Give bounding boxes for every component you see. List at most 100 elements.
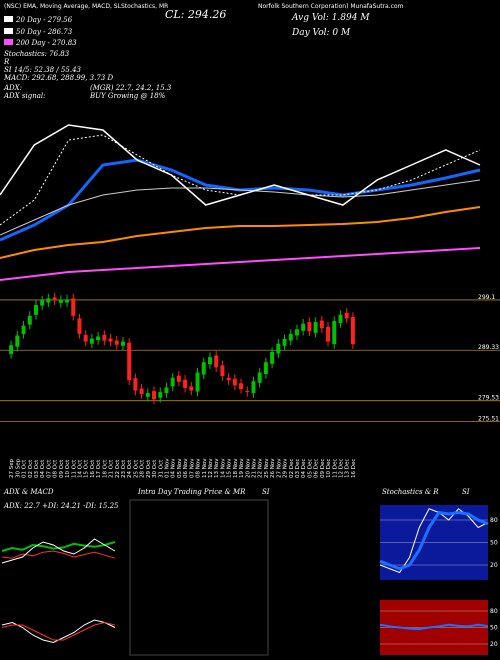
x-tick-label: 04 Dec bbox=[301, 459, 307, 478]
candle-body bbox=[195, 372, 200, 392]
candle-body bbox=[176, 375, 181, 382]
x-tick-label: 25 Nov bbox=[264, 458, 270, 478]
candle-body bbox=[319, 320, 324, 329]
series-line bbox=[379, 508, 489, 574]
legend-entry: 20 Day - 279.56 bbox=[15, 16, 73, 24]
y-tick-label: 80 bbox=[490, 608, 498, 615]
candle-body bbox=[145, 393, 150, 397]
y-tick-label: 80 bbox=[490, 517, 498, 524]
x-tick-label: 05 Dec bbox=[307, 459, 313, 478]
adx-values: (MGR) 22.7, 24.2, 15.3 bbox=[90, 84, 172, 92]
x-tick-label: 01 Nov bbox=[164, 458, 170, 478]
x-tick-label: 28 Oct bbox=[140, 459, 146, 478]
candle-body bbox=[201, 362, 206, 375]
candle-body bbox=[139, 388, 144, 395]
candle-body bbox=[332, 321, 337, 345]
x-tick-label: 10 Dec bbox=[326, 459, 332, 478]
candle-body bbox=[294, 329, 299, 336]
candle-body bbox=[52, 297, 57, 301]
x-tick-label: 03 Oct bbox=[34, 459, 40, 478]
x-tick-label: 09 Oct bbox=[59, 459, 65, 478]
legend-swatch bbox=[4, 16, 13, 22]
candle-body bbox=[102, 334, 107, 341]
x-tick-label: 29 Nov bbox=[283, 458, 289, 478]
x-tick-label: 19 Nov bbox=[239, 458, 245, 478]
x-tick-label: 27 Nov bbox=[276, 458, 282, 478]
series-line bbox=[0, 206, 481, 259]
x-tick-label: 23 Oct bbox=[121, 459, 127, 478]
x-tick-label: 29 Oct bbox=[146, 459, 152, 478]
y-tick-label: 289.33 bbox=[478, 344, 499, 351]
x-tick-label: 05 Nov bbox=[177, 458, 183, 478]
candle-body bbox=[344, 312, 349, 319]
x-tick-label: 20 Nov bbox=[245, 458, 251, 478]
candle-body bbox=[65, 299, 70, 303]
panel-title: ADX & MACD bbox=[3, 488, 54, 496]
panel-subtitle: ADX: 22.7 +DI: 24.21 -DI: 15.25 bbox=[3, 502, 119, 510]
y-tick-label: 20 bbox=[490, 641, 498, 648]
candle-body bbox=[127, 342, 132, 381]
x-tick-label: 09 Dec bbox=[320, 459, 326, 478]
legend-swatch bbox=[4, 39, 13, 45]
x-tick-label: 26 Nov bbox=[270, 458, 276, 478]
adx-signal: ADX signal: bbox=[3, 92, 45, 100]
candle-body bbox=[152, 391, 157, 400]
x-tick-label: 18 Oct bbox=[102, 459, 108, 478]
series-line bbox=[1, 538, 116, 564]
candle-body bbox=[158, 392, 163, 398]
intraday-title: Intra Day Trading Price & MR bbox=[137, 488, 246, 496]
day-vol: Day Vol: 0 M bbox=[291, 28, 351, 38]
series-line bbox=[1, 550, 116, 559]
x-tick-label: 03 Dec bbox=[295, 459, 301, 478]
candle-body bbox=[214, 355, 219, 368]
candle-body bbox=[288, 333, 293, 341]
y-tick-label: 20 bbox=[490, 562, 498, 569]
candle-body bbox=[183, 379, 188, 388]
x-tick-label: 27 Sep bbox=[9, 458, 15, 478]
stochastics: Stochastics: 76.83 bbox=[4, 50, 70, 58]
series-line bbox=[1, 621, 116, 641]
candle-body bbox=[282, 339, 287, 346]
x-tick-label: 11 Dec bbox=[332, 459, 338, 478]
y-tick-label: 279.53 bbox=[478, 395, 499, 402]
x-tick-label: 14 Oct bbox=[77, 459, 83, 478]
candle-body bbox=[27, 315, 32, 325]
y-tick-label: 50 bbox=[490, 540, 498, 547]
x-tick-label: 10 Oct bbox=[65, 459, 71, 478]
x-tick-label: 11 Nov bbox=[202, 458, 208, 478]
candle-body bbox=[226, 377, 231, 381]
header-title: (NSC) EMA, Moving Average, MACD, SLStoch… bbox=[4, 3, 168, 10]
x-tick-label: 22 Oct bbox=[115, 459, 121, 478]
x-tick-label: 15 Oct bbox=[84, 459, 90, 478]
r-label: R bbox=[3, 58, 10, 66]
x-tick-label: 16 Oct bbox=[90, 459, 96, 478]
x-tick-label: 08 Oct bbox=[53, 459, 59, 478]
legend-entry: 50 Day - 286.73 bbox=[16, 28, 73, 36]
candle-body bbox=[83, 334, 88, 342]
candle-body bbox=[40, 300, 45, 306]
legend-entry: 200 Day - 270.83 bbox=[15, 39, 77, 47]
candle-body bbox=[33, 305, 38, 315]
x-tick-label: 13 Dec bbox=[345, 459, 351, 478]
x-tick-label: 06 Nov bbox=[183, 458, 189, 478]
series-line bbox=[0, 124, 481, 206]
x-tick-label: 07 Oct bbox=[46, 459, 52, 478]
x-tick-label: 06 Dec bbox=[314, 459, 320, 478]
candle-body bbox=[71, 298, 76, 316]
x-tick-label: 15 Nov bbox=[227, 458, 233, 478]
panel-title: Stochastics & R bbox=[382, 488, 439, 496]
candle-body bbox=[21, 325, 26, 334]
x-tick-label: 25 Oct bbox=[133, 459, 139, 478]
candle-body bbox=[276, 343, 281, 354]
candle-body bbox=[9, 345, 14, 354]
candle-body bbox=[58, 299, 63, 304]
x-tick-label: 30 Oct bbox=[152, 459, 158, 478]
candle-body bbox=[46, 298, 51, 303]
candle-body bbox=[164, 387, 169, 394]
candle-body bbox=[257, 372, 262, 383]
candle-body bbox=[170, 377, 175, 387]
x-tick-label: 02 Dec bbox=[289, 459, 295, 478]
candle-body bbox=[207, 357, 212, 365]
candle-body bbox=[114, 340, 119, 345]
candle-body bbox=[133, 378, 138, 391]
